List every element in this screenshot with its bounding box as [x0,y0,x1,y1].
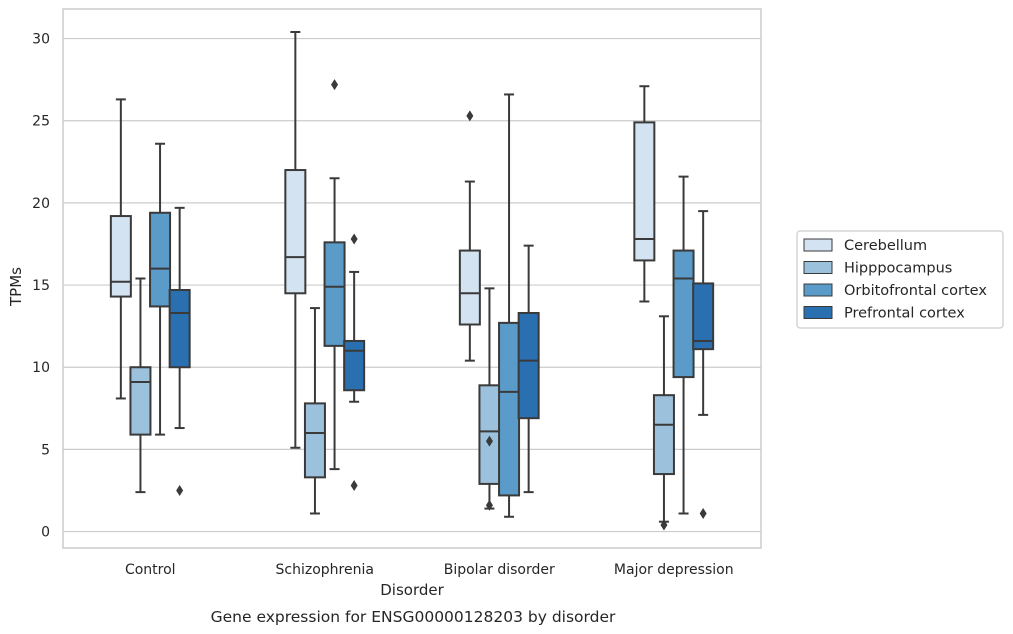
outlier-point [485,499,493,511]
y-tick-label: 25 [32,114,50,130]
y-tick-labels: 0 5 10 15 20 25 30 [32,32,50,541]
iqr-box [633,121,656,262]
iqr-box [498,321,521,497]
legend-label: Orbitofrontal cortex [844,283,987,299]
box-cerebellum-major-depression [633,85,656,303]
legend-swatch [803,306,833,319]
box-prefrontal-cortex-schizophrenia [343,233,366,492]
y-tick-label: 20 [32,196,50,212]
iqr-box [109,215,132,298]
iqr-box [652,394,675,476]
legend-label: Prefrontal cortex [844,306,965,322]
box-prefrontal-cortex-bipolar-disorder [517,244,540,494]
y-tick-label: 30 [32,32,50,48]
box-hipppocampus-schizophrenia [303,307,326,515]
box-cerebellum-bipolar-disorder [458,110,481,362]
iqr-box [517,312,540,420]
x-tick-label: Major depression [614,562,734,578]
chart-caption: Gene expression for ENSG00000128203 by d… [211,608,616,626]
outlier-point [485,435,493,447]
iqr-box [672,249,695,379]
outlier-point [350,233,358,245]
box-cerebellum-schizophrenia [284,31,307,449]
iqr-box [343,339,366,392]
iqr-box [284,169,307,295]
y-axis-title: TPMs [7,267,25,307]
x-tick-labels: Control Schizophrenia Bipolar disorder Majo… [125,562,734,578]
iqr-box [692,282,715,351]
legend-swatch [803,238,833,252]
outlier-point [699,507,707,519]
box-prefrontal-cortex-control [168,206,191,496]
box-prefrontal-cortex-major-depression [692,210,715,519]
x-tick-label: Schizophrenia [276,562,374,578]
box-orbitofrontal-cortex-major-depression [672,175,695,515]
box-cerebellum-control [109,98,132,400]
y-tick-label: 15 [32,278,50,294]
outlier-point [331,79,339,91]
box-hipppocampus-control [129,277,152,494]
iqr-box [323,241,346,347]
iqr-box [129,366,152,436]
x-tick-label: Bipolar disorder [444,562,555,578]
boxes [109,31,715,531]
iqr-box [168,289,191,369]
box-orbitofrontal-cortex-schizophrenia [323,79,346,471]
iqr-box [149,211,172,308]
x-tick-label: Control [125,562,176,578]
outlier-point [466,110,474,122]
legend-frame [796,230,1004,329]
x-axis-title: Disorder [380,581,444,599]
y-tick-label: 10 [32,360,50,376]
y-tick-label: 5 [41,442,50,458]
box-hipppocampus-major-depression [652,315,675,531]
outlier-point [660,519,668,531]
outlier-point [350,480,358,492]
legend-swatch [803,261,833,274]
y-tick-label: 0 [41,525,50,541]
iqr-box [458,249,481,326]
box-orbitofrontal-cortex-bipolar-disorder [498,93,521,518]
box-orbitofrontal-cortex-control [149,142,172,436]
legend-label: Cerebellum [844,238,927,254]
legend-swatch [803,283,833,297]
legend: Cerebellum Hipppocampus Orbitofrontal cort… [796,230,1004,329]
iqr-box [478,384,501,485]
outlier-point [176,484,184,496]
iqr-box [303,402,326,479]
legend-label: Hipppocampus [844,261,952,277]
